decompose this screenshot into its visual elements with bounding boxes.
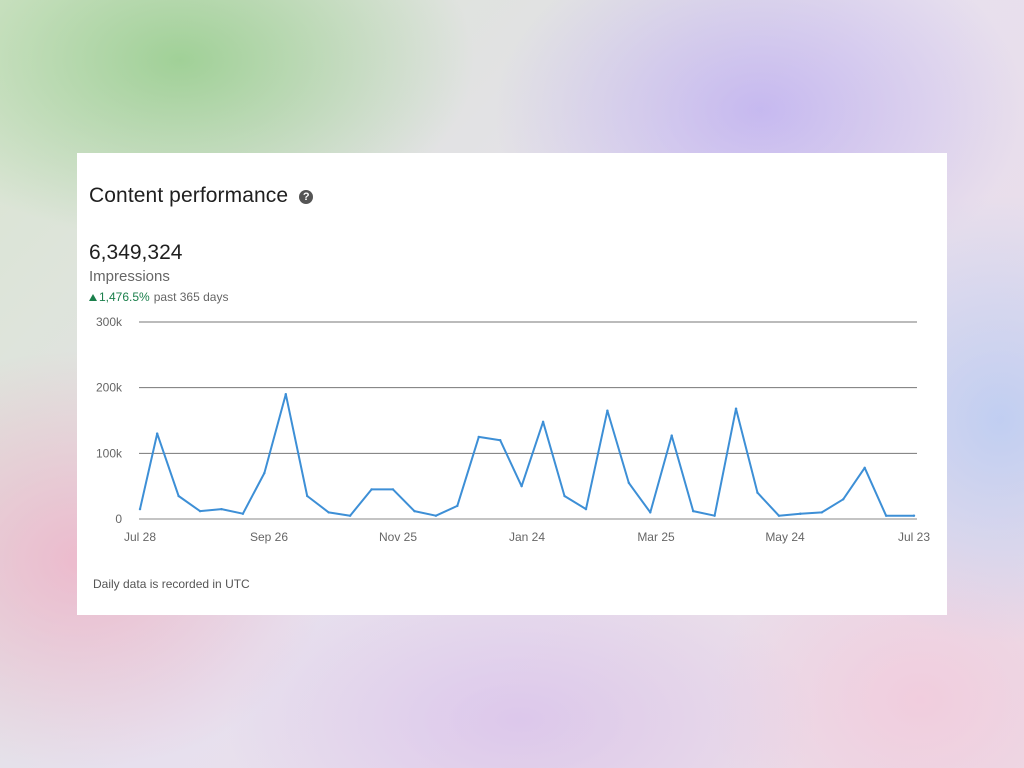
data-point [348, 514, 352, 517]
x-tick-label: Jan 24 [509, 530, 545, 544]
y-tick-label: 200k [96, 381, 123, 395]
data-point [434, 514, 438, 517]
impressions-value: 6,349,324 [89, 241, 183, 264]
data-point [138, 507, 142, 511]
data-point [155, 432, 159, 435]
data-point [413, 509, 416, 513]
data-point [541, 420, 545, 424]
x-tick-label: Jul 28 [124, 530, 156, 544]
x-tick-label: Jul 23 [898, 530, 930, 544]
card-title: Content performance [89, 184, 289, 207]
data-point [327, 511, 330, 514]
data-point [627, 481, 631, 485]
data-point [820, 511, 824, 514]
content-performance-card: Content performance ? 6,349,324 Impressi… [77, 153, 947, 615]
data-point [284, 393, 287, 396]
y-tick-label: 300k [96, 315, 123, 329]
impressions-series-line [139, 393, 914, 517]
data-point [198, 509, 202, 513]
data-point [691, 509, 695, 513]
data-point [477, 435, 480, 439]
impressions-label: Impressions [89, 268, 170, 285]
x-tick-label: Mar 25 [637, 530, 675, 544]
data-point [756, 491, 759, 494]
data-point [777, 514, 781, 517]
x-tick-label: Sep 26 [250, 530, 288, 544]
data-point [306, 494, 309, 498]
data-point [799, 512, 802, 515]
data-point [241, 512, 245, 515]
y-tick-label: 0 [115, 512, 122, 526]
data-point [177, 494, 180, 498]
data-point [912, 514, 916, 517]
data-point [884, 514, 888, 517]
data-point [456, 504, 459, 508]
data-point [563, 494, 566, 498]
x-tick-label: May 24 [765, 530, 805, 544]
data-point [713, 514, 716, 517]
triangle-up-icon [89, 293, 97, 301]
data-point [734, 407, 738, 410]
change-value: 1,476.5% [99, 290, 150, 304]
data-point [584, 507, 588, 511]
data-point [520, 484, 523, 488]
question-circle-icon[interactable]: ? [299, 189, 314, 204]
data-point [263, 471, 266, 475]
y-tick-label: 100k [96, 446, 123, 460]
data-point [670, 434, 673, 437]
data-point [220, 507, 223, 511]
card-header: Content performance ? [89, 184, 314, 208]
data-point [370, 488, 373, 491]
data-point [391, 488, 395, 491]
data-point [498, 439, 502, 442]
footnote: Daily data is recorded in UTC [93, 577, 250, 591]
data-point [842, 498, 845, 501]
data-point [863, 466, 866, 469]
change-row: 1,476.5% past 365 days [89, 290, 228, 304]
data-point [606, 409, 609, 412]
x-tick-label: Nov 25 [379, 530, 417, 544]
change-period: past 365 days [153, 290, 229, 304]
data-point [649, 511, 652, 514]
impressions-line-chart: 0 100k 200k 300k Jul 28 Sep 26 Nov 25 Jan 24 Mar… [96, 315, 930, 544]
